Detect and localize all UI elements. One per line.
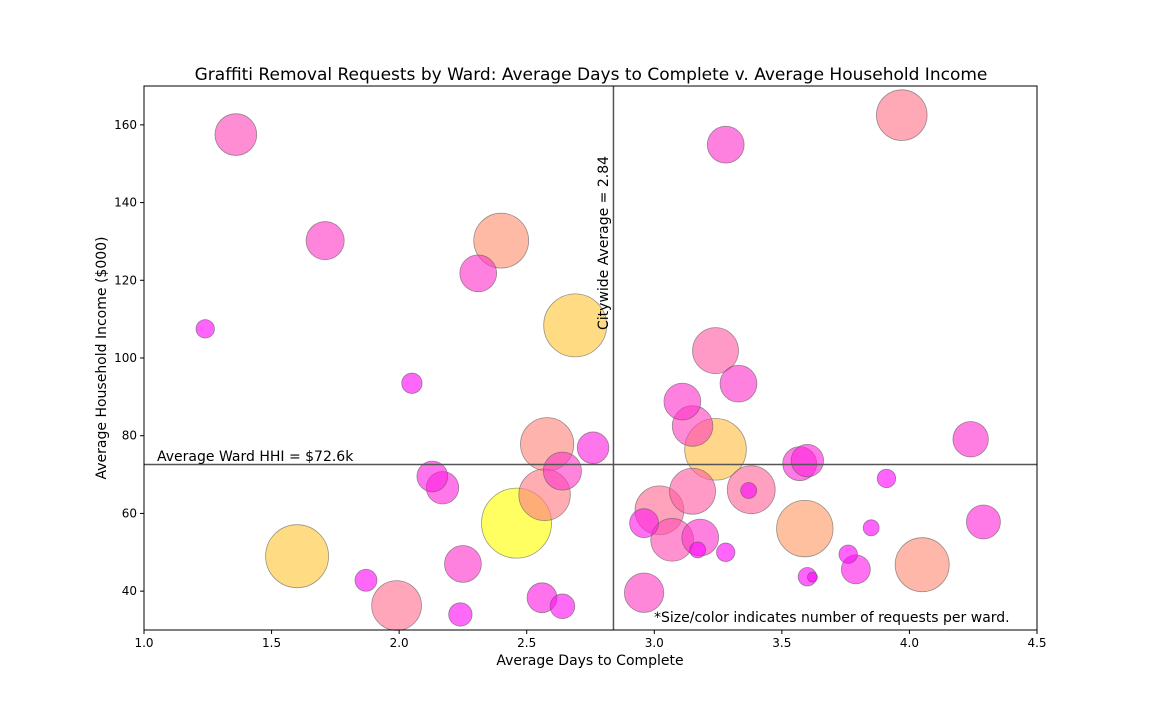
- y-tick-label: 160: [114, 118, 137, 132]
- data-point: [663, 382, 702, 421]
- vline-label: Citywide Average = 2.84: [596, 156, 612, 330]
- data-point: [195, 319, 215, 339]
- y-tick-label: 140: [114, 196, 137, 210]
- y-tick-label: 80: [122, 429, 137, 443]
- data-point: [952, 421, 989, 458]
- x-axis-ticks: 1.0 1.5 2.0 2.5 3.0 3.5 4.0 4.5: [134, 630, 1047, 650]
- data-point: [444, 545, 482, 583]
- data-point: [862, 519, 880, 537]
- data-point: [692, 327, 739, 375]
- data-point: [448, 602, 473, 627]
- x-tick-label: 4.0: [900, 636, 919, 650]
- data-point: [716, 542, 736, 562]
- data-point: [807, 571, 818, 583]
- data-point: [416, 460, 449, 493]
- chart-title: Graffiti Removal Requests by Ward: Avera…: [195, 65, 988, 85]
- data-point: [371, 580, 422, 631]
- y-tick-label: 100: [114, 351, 137, 365]
- x-tick-label: 2.5: [517, 636, 536, 650]
- data-point: [623, 572, 665, 613]
- data-point: [401, 372, 423, 394]
- data-point: [876, 89, 928, 141]
- data-point: [543, 293, 608, 358]
- y-tick-label: 60: [122, 506, 137, 520]
- data-point: [549, 593, 576, 620]
- x-tick-label: 1.5: [262, 636, 281, 650]
- data-point: [876, 468, 897, 489]
- x-axis-label: Average Days to Complete: [496, 653, 683, 669]
- y-tick-label: 120: [114, 273, 137, 287]
- x-tick-label: 2.0: [390, 636, 409, 650]
- data-point: [740, 482, 758, 499]
- x-tick-label: 3.0: [645, 636, 664, 650]
- reference-lines: [144, 86, 1037, 630]
- data-point: [576, 431, 610, 464]
- data-point: [838, 544, 858, 564]
- y-axis-label: Average Household Income ($000): [94, 237, 110, 480]
- data-point: [629, 508, 659, 539]
- x-tick-label: 1.0: [134, 636, 153, 650]
- data-point: [214, 113, 258, 156]
- data-point: [966, 504, 1001, 540]
- hline-label: Average Ward HHI = $72.6k: [157, 449, 354, 465]
- data-point: [354, 568, 378, 592]
- x-tick-label: 4.5: [1027, 636, 1046, 650]
- data-point: [542, 451, 582, 491]
- data-point: [473, 212, 530, 269]
- data-point: [790, 443, 824, 478]
- footnote: *Size/color indicates number of requests…: [654, 610, 1010, 626]
- x-tick-label: 3.5: [772, 636, 791, 650]
- data-point: [689, 541, 707, 559]
- data-point: [305, 221, 345, 261]
- data-point: [669, 467, 716, 515]
- data-point: [459, 254, 498, 293]
- y-axis-ticks: 40 60 80 100 120 140 160: [114, 118, 144, 598]
- data-point: [265, 524, 329, 589]
- data-point: [894, 537, 950, 593]
- y-tick-label: 40: [122, 584, 137, 598]
- data-point: [776, 499, 834, 558]
- data-point: [706, 125, 745, 164]
- data-point: [719, 364, 758, 403]
